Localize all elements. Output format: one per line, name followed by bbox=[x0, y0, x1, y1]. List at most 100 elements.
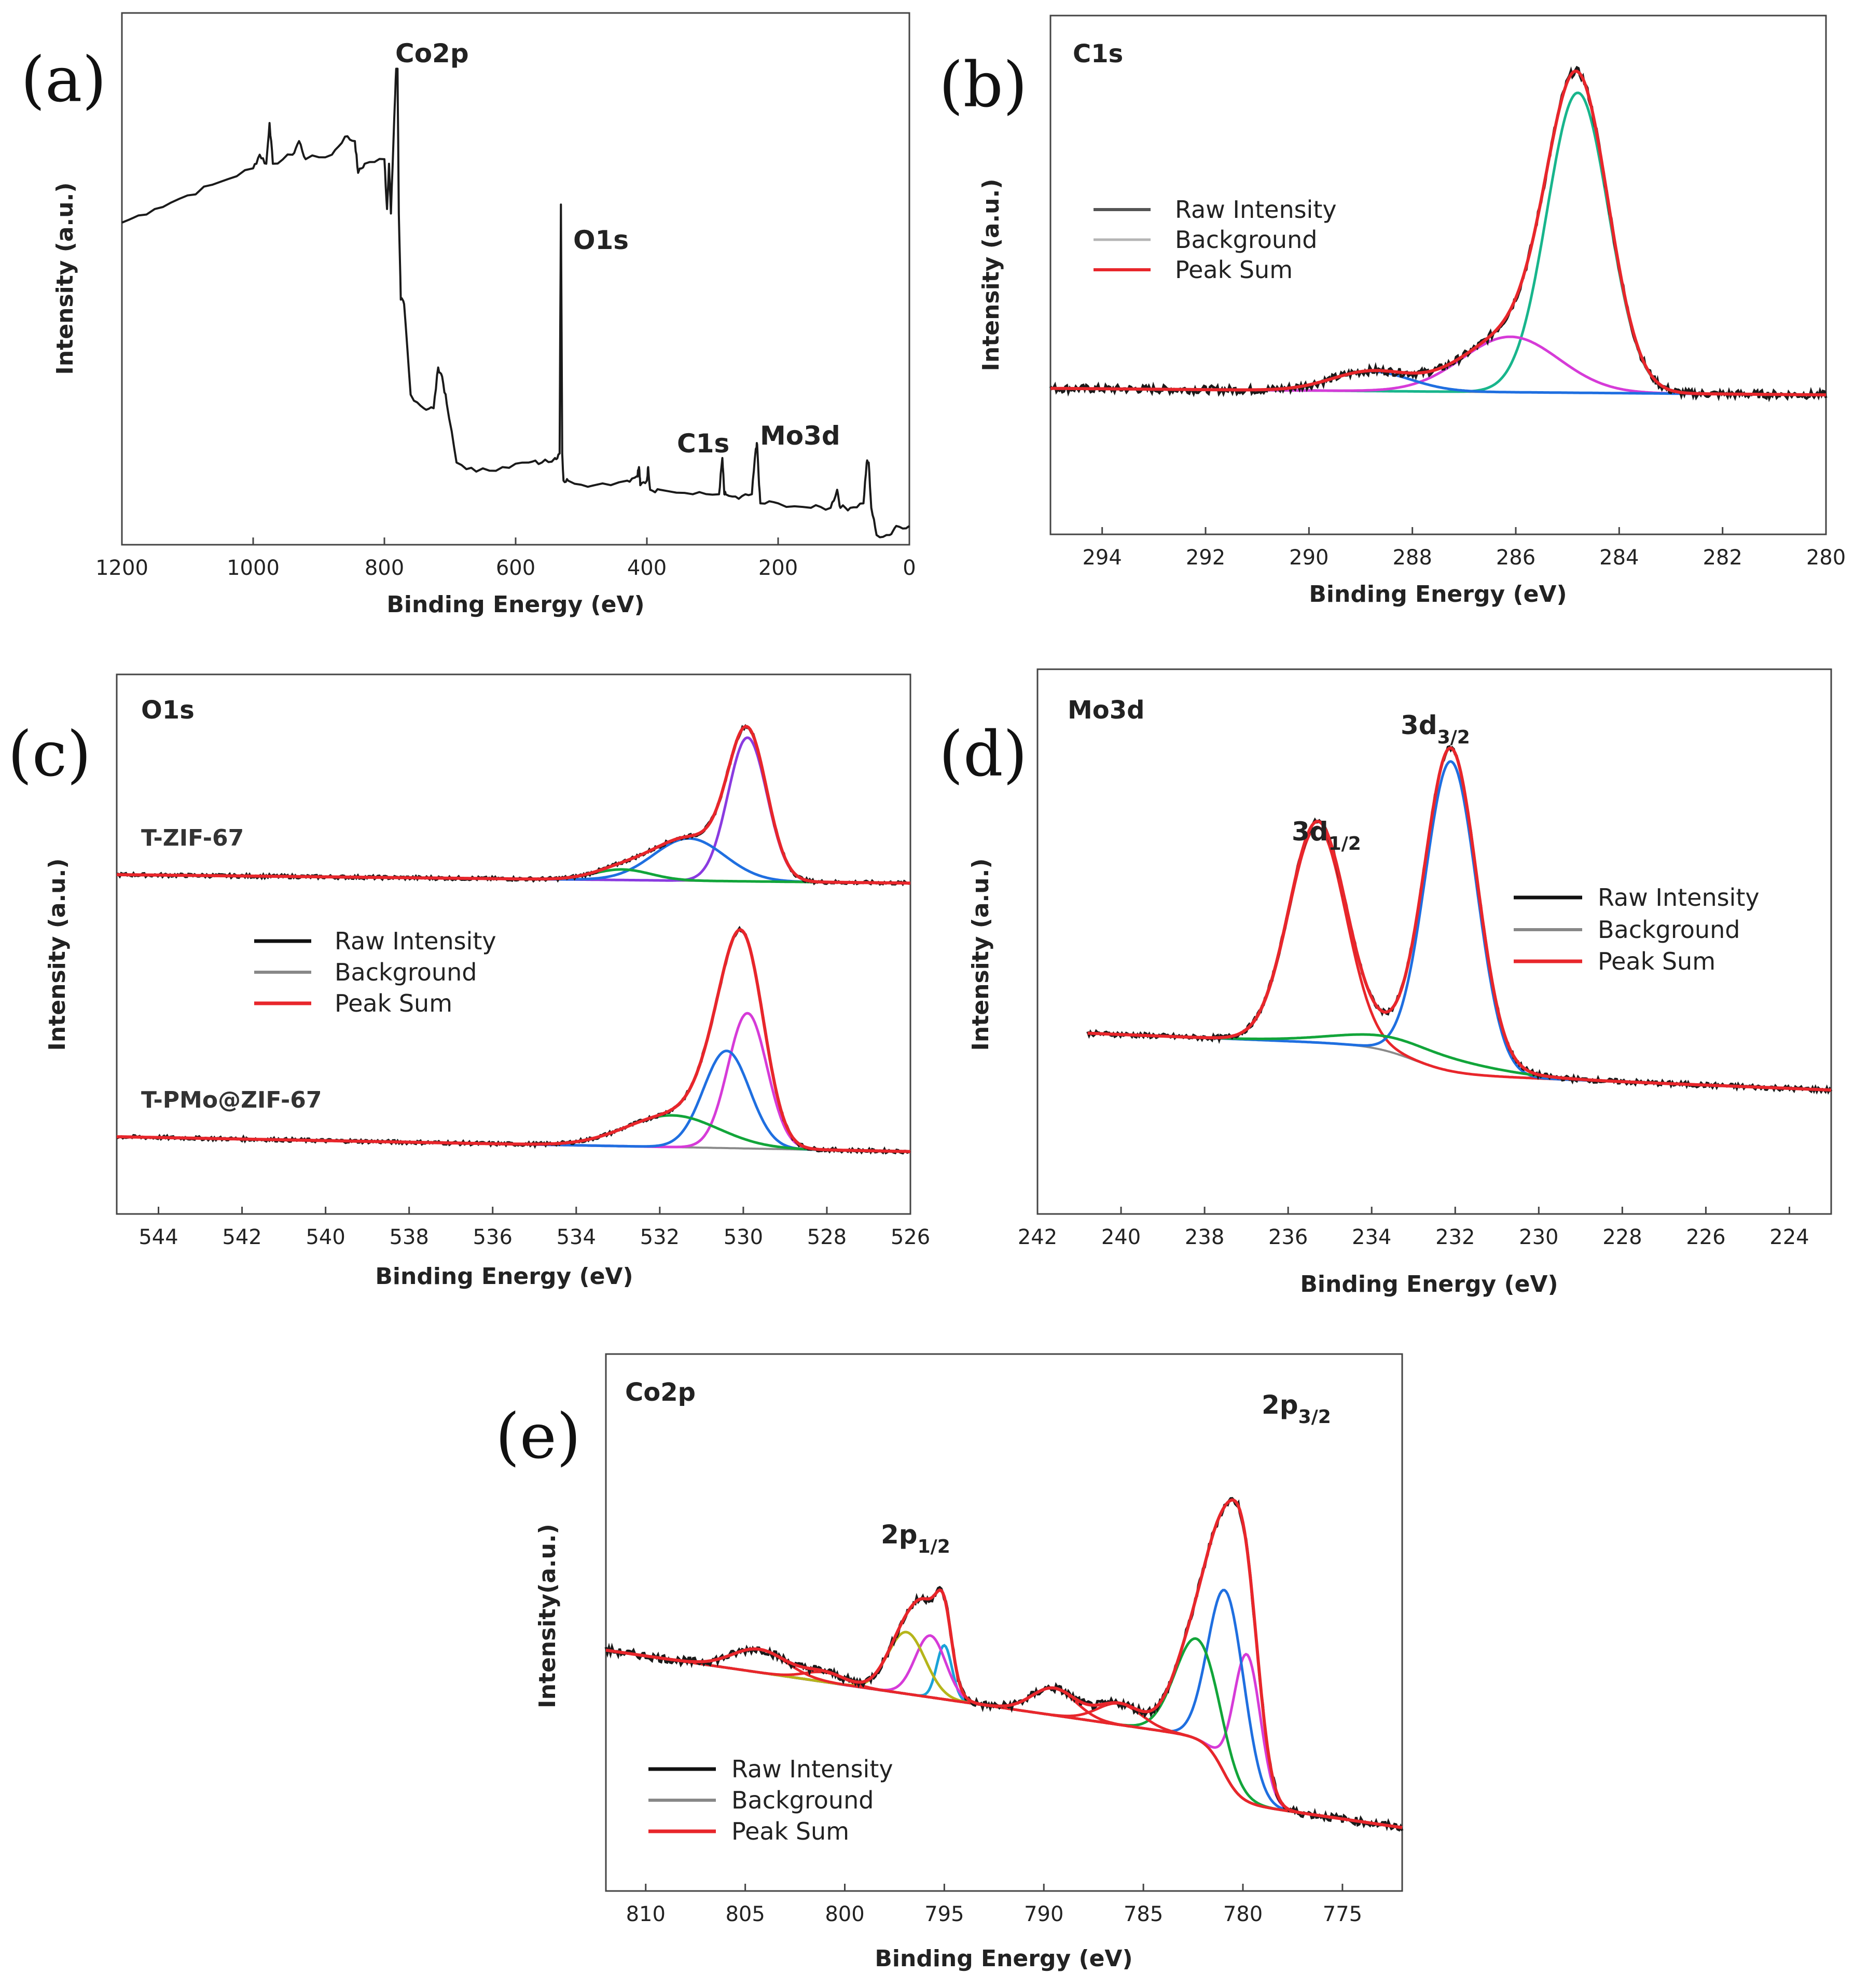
panel-d-mo3d: (d) Mo3d 242 240 238 236 234 232 230 228 226 224 … bbox=[939, 668, 1833, 1297]
panel-b-plot-frame bbox=[1049, 15, 1827, 535]
panel-d-x-tick-label: 238 bbox=[1185, 1225, 1224, 1249]
panel-c-legend: Raw Intensity Background Peak Sum bbox=[254, 927, 496, 1017]
panel-e-x-tick-label: 810 bbox=[626, 1902, 666, 1926]
panel-c-x-tick-label: 542 bbox=[222, 1225, 261, 1249]
panel-a-x-tick-label: 1200 bbox=[95, 556, 148, 580]
panel-d-annotation-3d32-main: 3d bbox=[1401, 710, 1437, 740]
panel-b-x-ticks: 294 292 290 288 286 284 282 280 bbox=[1082, 527, 1846, 570]
panel-d-x-tick-label: 232 bbox=[1435, 1225, 1475, 1249]
panel-d-x-tick-label: 234 bbox=[1352, 1225, 1391, 1249]
panel-c-legend-raw: Raw Intensity bbox=[335, 927, 496, 955]
panel-e-annotation-2p32: 2p3/2 bbox=[1262, 1390, 1331, 1428]
panel-c-legend-background: Background bbox=[335, 958, 477, 986]
panel-e-title: Co2p bbox=[625, 1378, 696, 1407]
panel-c-x-tick-label: 534 bbox=[557, 1225, 596, 1249]
panel-a-x-axis-label: Binding Energy (eV) bbox=[386, 591, 644, 618]
panel-b-peak-sum-curve bbox=[1050, 70, 1826, 397]
panel-e-curves bbox=[604, 1497, 1404, 1832]
panel-b-legend-raw: Raw Intensity bbox=[1175, 196, 1337, 224]
panel-c-x-tick-label: 528 bbox=[807, 1225, 847, 1249]
panel-d-annotation-3d32: 3d3/2 bbox=[1401, 710, 1470, 748]
panel-b-x-tick-label: 290 bbox=[1289, 546, 1329, 570]
panel-e-x-axis-label: Binding Energy (eV) bbox=[875, 1945, 1132, 1972]
panel-c-x-tick-label: 544 bbox=[139, 1225, 178, 1249]
panel-d-y-axis-label: Intensity (a.u.) bbox=[967, 859, 994, 1051]
panel-b-curves bbox=[1049, 65, 1828, 403]
panel-b-x-tick-label: 286 bbox=[1496, 546, 1535, 570]
panel-c-sample-label-t-zif-67: T-ZIF-67 bbox=[141, 825, 244, 851]
panel-d-x-tick-label: 224 bbox=[1769, 1225, 1809, 1249]
panel-c-peak-sum-curve bbox=[116, 725, 910, 885]
panel-b-title: C1s bbox=[1073, 39, 1123, 68]
panel-e-x-tick-label: 790 bbox=[1024, 1902, 1063, 1926]
panel-c-title: O1s bbox=[141, 696, 195, 725]
panel-b-x-tick-label: 282 bbox=[1703, 546, 1742, 570]
panel-c-x-tick-label: 526 bbox=[891, 1225, 930, 1249]
panel-d-x-axis-label: Binding Energy (eV) bbox=[1300, 1271, 1558, 1297]
panel-d-x-tick-label: 242 bbox=[1018, 1225, 1057, 1249]
panel-a-x-ticks: 1200 1000 800 600 400 200 0 bbox=[95, 537, 916, 580]
panel-c-plot-frame bbox=[116, 673, 911, 1215]
panel-d-curves bbox=[1086, 745, 1833, 1095]
panel-e-peak-sum-curve bbox=[605, 1498, 1403, 1829]
panel-e-legend: Raw Intensity Background Peak Sum bbox=[648, 1755, 893, 1845]
panel-d-x-tick-label: 228 bbox=[1602, 1225, 1642, 1249]
panel-c-x-ticks: 544 542 540 538 536 534 532 530 528 526 bbox=[139, 1207, 930, 1249]
panel-d-legend-peak-sum: Peak Sum bbox=[1598, 947, 1715, 975]
panel-e-legend-peak-sum: Peak Sum bbox=[731, 1817, 849, 1845]
panel-a-y-axis-label: Intensity (a.u.) bbox=[52, 183, 78, 375]
panel-c-x-tick-label: 540 bbox=[306, 1225, 345, 1249]
panel-d-legend-raw: Raw Intensity bbox=[1598, 883, 1760, 912]
panel-c-y-axis-label: Intensity (a.u.) bbox=[44, 859, 71, 1051]
panel-d-x-tick-label: 240 bbox=[1101, 1225, 1141, 1249]
panel-a-x-tick-label: 200 bbox=[758, 556, 798, 580]
panel-a-x-tick-label: 800 bbox=[365, 556, 404, 580]
panel-e-letter: (e) bbox=[495, 1401, 581, 1473]
panel-b-x-tick-label: 294 bbox=[1082, 546, 1122, 570]
panel-c-x-tick-label: 538 bbox=[390, 1225, 429, 1249]
panel-e-annotation-2p12-main: 2p bbox=[881, 1520, 918, 1550]
panel-d-letter: (d) bbox=[939, 719, 1027, 791]
panel-d-x-tick-label: 226 bbox=[1686, 1225, 1725, 1249]
panel-c-x-tick-label: 532 bbox=[640, 1225, 680, 1249]
panel-a-x-tick-label: 1000 bbox=[227, 556, 280, 580]
panel-b-x-tick-label: 292 bbox=[1186, 546, 1225, 570]
panel-e-x-ticks: 810 805 800 795 790 785 780 775 bbox=[626, 1884, 1362, 1926]
panel-d-annotation-3d12-sub: 1/2 bbox=[1329, 833, 1361, 854]
panel-e-x-tick-label: 795 bbox=[924, 1902, 964, 1926]
panel-c-o1s: (c) O1s 544 542 540 538 536 534 532 530 528 526 B… bbox=[8, 673, 930, 1290]
panel-c-sample-label-t-pmo-zif-67: T-PMo@ZIF-67 bbox=[141, 1087, 322, 1113]
panel-d-x-tick-label: 230 bbox=[1519, 1225, 1558, 1249]
panel-e-annotation-2p32-sub: 3/2 bbox=[1298, 1406, 1331, 1428]
panel-a-survey-line bbox=[121, 67, 910, 539]
panel-b-x-axis-label: Binding Energy (eV) bbox=[1309, 581, 1567, 608]
panel-d-annotation-3d12: 3d1/2 bbox=[1292, 817, 1361, 854]
panel-c-letter: (c) bbox=[8, 719, 91, 791]
panel-d-title: Mo3d bbox=[1068, 696, 1145, 725]
panel-e-annotation-2p12-sub: 1/2 bbox=[918, 1536, 950, 1557]
panel-a-annotation-o1s: O1s bbox=[573, 225, 629, 255]
panel-a-x-tick-label: 600 bbox=[496, 556, 535, 580]
panel-e-x-tick-label: 805 bbox=[725, 1902, 765, 1926]
panel-b-x-tick-label: 284 bbox=[1599, 546, 1639, 570]
panel-c-x-tick-label: 530 bbox=[724, 1225, 763, 1249]
panel-c-peak-sum-curve bbox=[116, 928, 910, 1153]
panel-c-x-axis-label: Binding Energy (eV) bbox=[375, 1263, 633, 1290]
panel-e-annotation-2p12: 2p1/2 bbox=[881, 1520, 950, 1557]
panel-d-annotation-3d12-main: 3d bbox=[1292, 817, 1329, 847]
panel-b-y-axis-label: Intensity (a.u.) bbox=[978, 179, 1004, 371]
panel-d-plot-frame bbox=[1036, 668, 1832, 1215]
panel-d-x-ticks: 242 240 238 236 234 232 230 228 226 224 bbox=[1018, 1207, 1809, 1249]
panel-d-annotation-3d32-sub: 3/2 bbox=[1437, 727, 1470, 748]
panel-b-letter: (b) bbox=[939, 49, 1027, 121]
panel-b-legend-background: Background bbox=[1175, 226, 1317, 254]
panel-c-legend-peak-sum: Peak Sum bbox=[335, 989, 452, 1017]
panel-d-legend-background: Background bbox=[1598, 916, 1740, 944]
panel-e-annotation-2p32-main: 2p bbox=[1262, 1390, 1298, 1420]
panel-a-survey: (a) 1200 1000 800 600 400 200 0 Binding Energy… bbox=[21, 12, 916, 618]
panel-d-legend: Raw Intensity Background Peak Sum bbox=[1514, 883, 1760, 975]
panel-b-legend-peak-sum: Peak Sum bbox=[1175, 256, 1293, 284]
panel-a-x-tick-label: 0 bbox=[903, 556, 916, 580]
panel-b-legend: Raw Intensity Background Peak Sum bbox=[1094, 196, 1337, 284]
